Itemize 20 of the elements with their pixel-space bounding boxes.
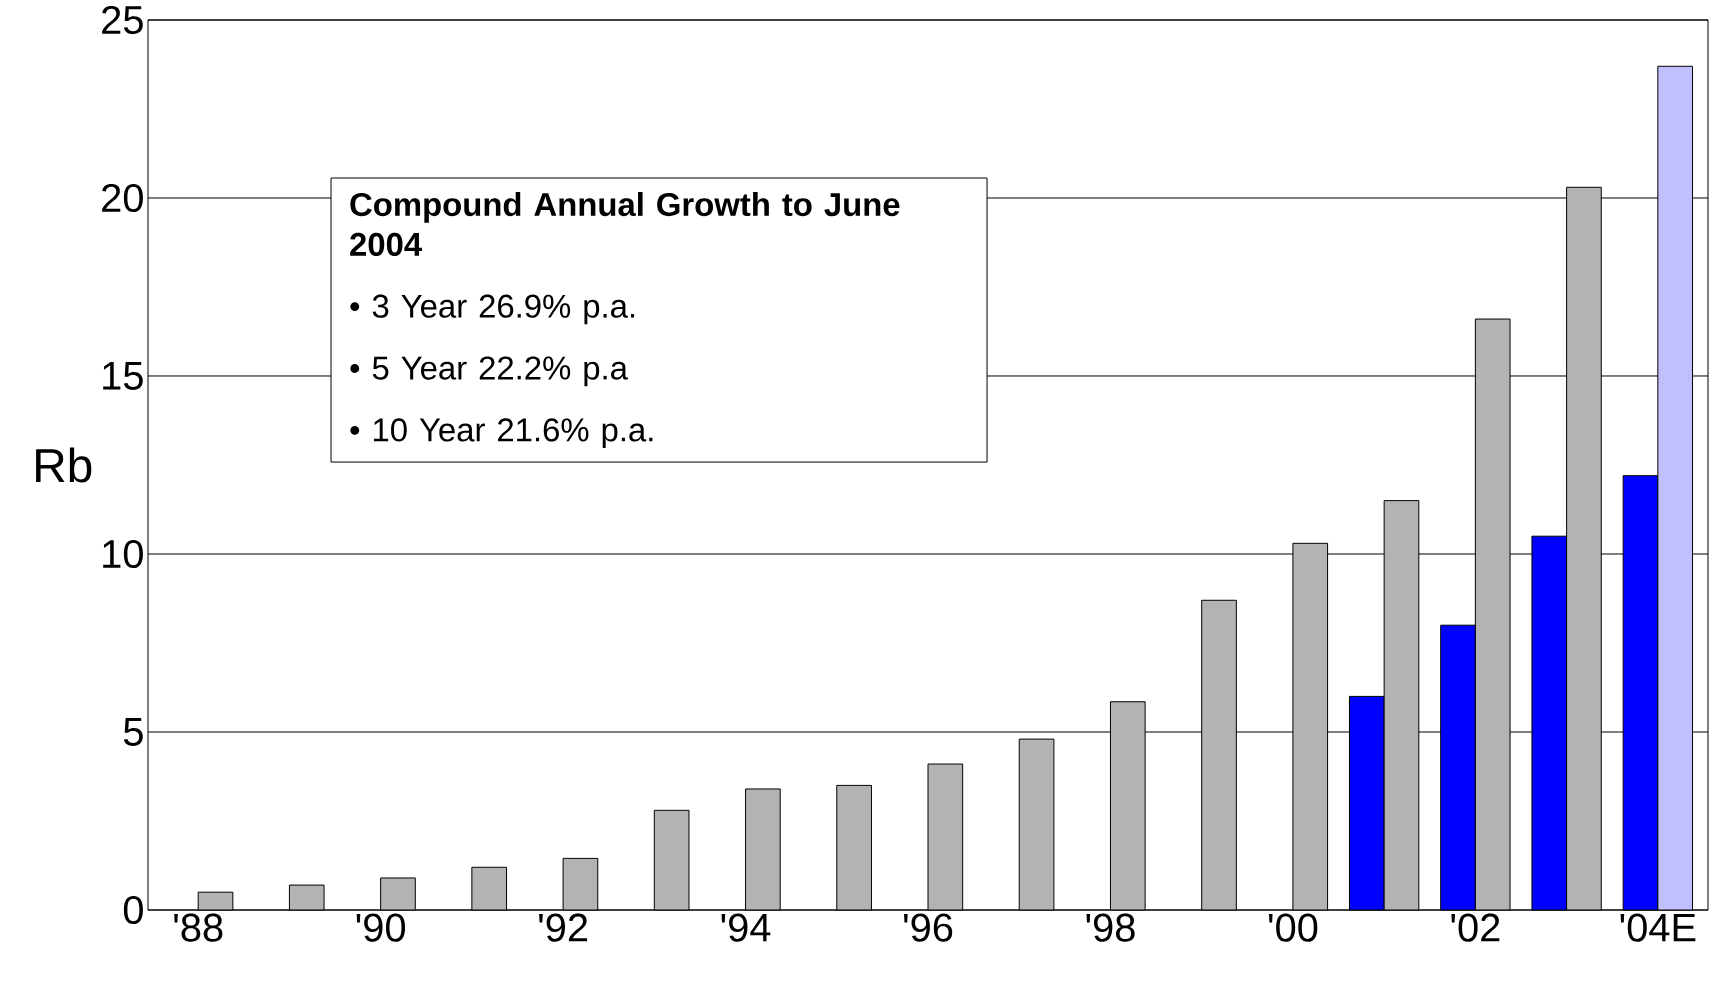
x-tick-label: '88 (174, 913, 223, 942)
y-tick-label: 25 (102, 5, 143, 35)
annotation: • 3 Year 26.9% p.a. (350, 294, 635, 325)
x-tick-label: '90 (356, 913, 406, 942)
y-tick-label: 20 (102, 183, 143, 213)
x-tick-label: '94 (721, 913, 771, 942)
y-tick-label: 5 (123, 718, 143, 746)
annotation: • 5 Year 22.2% p.a (350, 356, 628, 387)
annotation: • 10 Year 21.6% p.a. (350, 418, 653, 449)
y-tick-label: 10 (103, 539, 143, 569)
y-tick-label: 15 (103, 362, 143, 390)
x-tick-label: '92 (539, 913, 588, 942)
x-tick-label: '02 (1451, 913, 1500, 942)
x-tick-label: '96 (904, 913, 953, 942)
x-tick-label: '04E (1620, 913, 1696, 942)
annotation: Compound Annual Growth to June 2004 (350, 192, 900, 257)
y-tick-label: 0 (123, 895, 143, 925)
x-tick-label: '98 (1086, 913, 1135, 942)
x-tick-label: '00 (1268, 913, 1318, 942)
y-axis-title: Rb (36, 447, 92, 483)
